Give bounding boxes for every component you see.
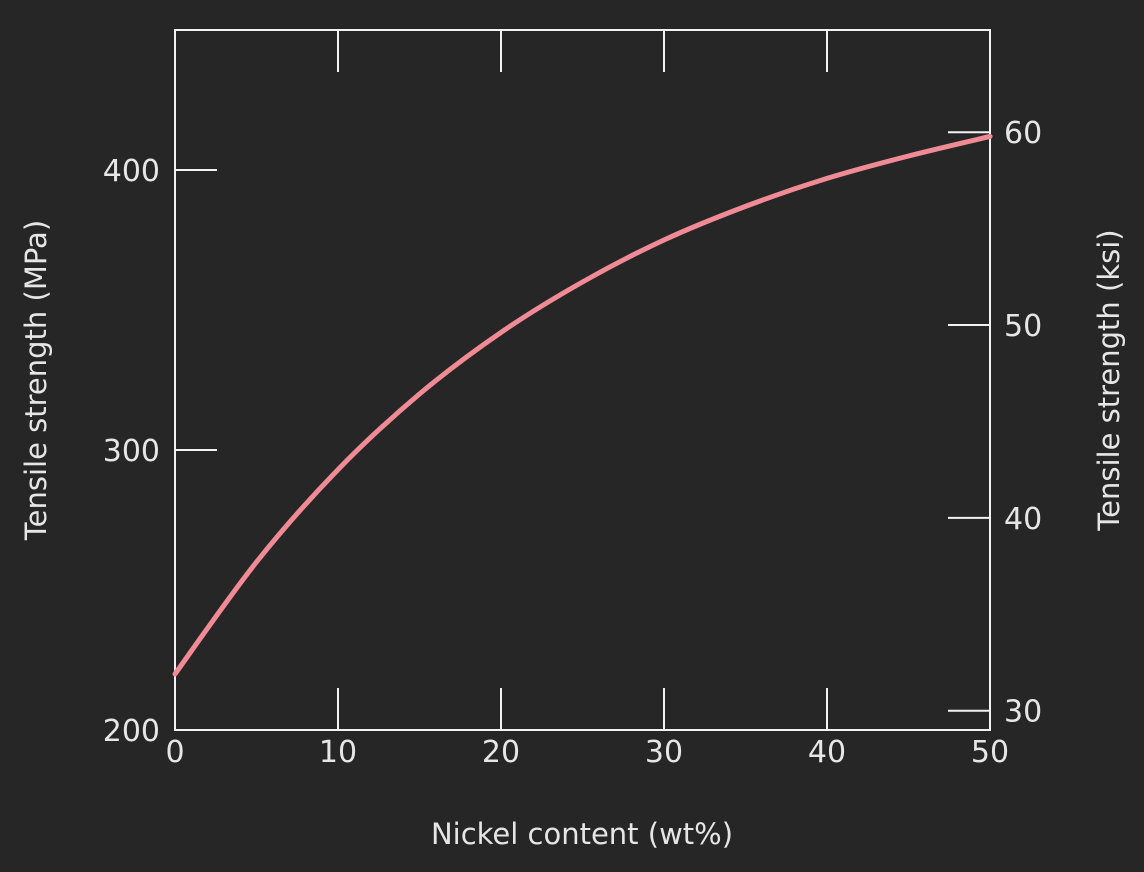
x-tick-label: 20 <box>482 735 520 770</box>
x-tick-label: 0 <box>165 735 184 770</box>
y-tick-label-right: 40 <box>1004 502 1042 537</box>
x-axis-title: Nickel content (wt%) <box>431 817 733 851</box>
labels-layer: 0 10 20 30 40 50 200 300 400 30 40 50 60 <box>103 116 1042 770</box>
ticks-layer <box>175 30 990 730</box>
y-tick-label-left: 400 <box>103 154 160 189</box>
x-tick-label: 40 <box>808 735 846 770</box>
series-layer <box>172 133 993 677</box>
y-tick-label-right: 60 <box>1004 116 1042 151</box>
tensile-strength-curve <box>172 133 993 677</box>
x-tick-label: 50 <box>971 735 1009 770</box>
plot-frame <box>174 29 991 731</box>
x-tick-label: 30 <box>645 735 683 770</box>
y-axis-title-left: Tensile strength (MPa) <box>19 220 53 541</box>
y-axis-title-right: Tensile strength (ksi) <box>1092 229 1126 531</box>
x-tick-label: 10 <box>319 735 357 770</box>
y-tick-label-left: 200 <box>103 714 160 749</box>
y-tick-label-left: 300 <box>103 434 160 469</box>
y-tick-label-right: 30 <box>1004 695 1042 730</box>
y-tick-label-right: 50 <box>1004 309 1042 344</box>
